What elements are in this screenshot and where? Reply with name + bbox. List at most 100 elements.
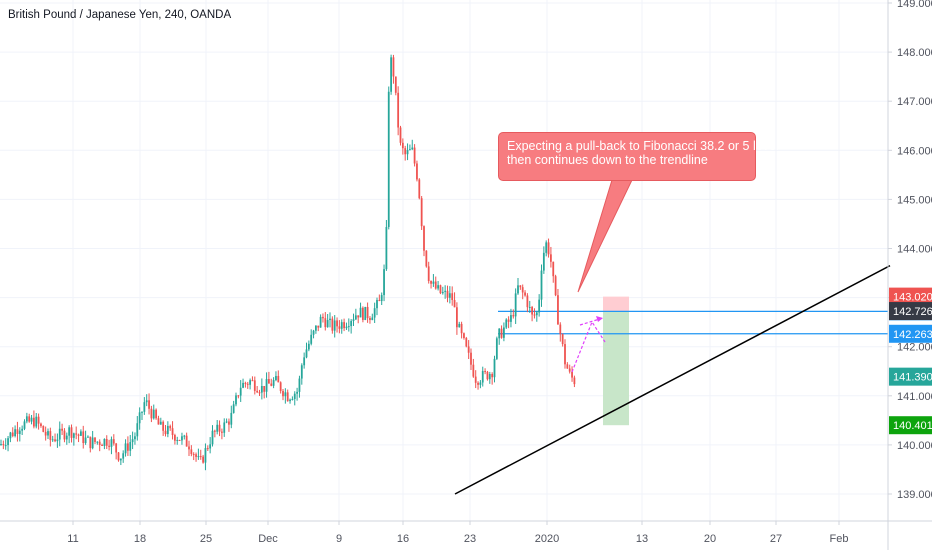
candle-down: [105, 438, 108, 446]
candle-up: [319, 316, 322, 328]
fib-levels: [498, 310, 888, 335]
candle-down: [246, 383, 249, 385]
arrow-head: [596, 316, 603, 322]
candle-down: [568, 368, 571, 372]
y-tick-label: 149.000: [897, 0, 932, 10]
candle-up: [211, 430, 214, 445]
y-tick-label: 147.000: [897, 96, 932, 108]
candle-up: [329, 318, 331, 321]
candle-up: [298, 378, 301, 392]
candle-up: [68, 427, 71, 436]
candle-down: [286, 392, 289, 402]
candle-down: [369, 318, 371, 321]
candle-up: [448, 293, 451, 298]
candle-down: [524, 292, 526, 296]
candle-down: [486, 371, 489, 380]
candle-up: [96, 441, 99, 443]
candle-down: [33, 417, 35, 427]
candle-up: [545, 242, 548, 253]
price-tag-label: 142.263: [893, 329, 932, 341]
candle-down: [37, 416, 40, 424]
candle-down: [559, 324, 562, 335]
candle-down: [258, 392, 261, 394]
candle-up: [291, 398, 294, 400]
candle-up: [51, 439, 54, 441]
candle-down: [2, 444, 5, 446]
candle-up: [18, 430, 21, 434]
candle-down: [526, 295, 529, 308]
target-zone: [603, 311, 629, 426]
candle-up: [340, 322, 343, 329]
candle-up: [119, 458, 122, 461]
candle-down: [322, 316, 324, 319]
note-line-2: then continues down to the trendline: [507, 153, 708, 167]
candle-down: [336, 320, 338, 327]
candle-up: [364, 306, 367, 320]
candle-down: [70, 427, 73, 438]
candle-down: [61, 428, 63, 431]
candle-up: [134, 436, 136, 440]
candle-up: [30, 417, 33, 422]
candle-up: [505, 319, 508, 328]
candles: [0, 54, 576, 471]
y-tick-label: 145.000: [897, 194, 932, 206]
trendline: [454, 265, 891, 495]
candle-up: [129, 442, 132, 451]
candle-up: [542, 252, 545, 271]
candle-down: [89, 436, 92, 449]
candle-down: [190, 449, 193, 455]
y-tick-label: 141.000: [897, 391, 932, 403]
candle-up: [152, 409, 155, 419]
price-tag-label: 141.390: [893, 372, 932, 384]
candle-down: [573, 377, 576, 385]
x-tick-label: 25: [200, 533, 212, 545]
candle-down: [155, 409, 157, 419]
candle-up: [7, 438, 9, 446]
candle-down: [401, 142, 404, 149]
candle-up: [495, 338, 498, 359]
candle-down: [174, 435, 176, 441]
position-zones: [603, 296, 629, 426]
candle-up: [204, 448, 207, 463]
candle-down: [557, 295, 559, 325]
candle-up: [289, 399, 291, 402]
candle-up: [380, 295, 383, 302]
price-tag-label: 142.726: [893, 306, 932, 318]
symbol-title: British Pound / Japanese Yen, 240, OANDA: [8, 9, 232, 21]
candle-down: [463, 333, 465, 338]
candle-down: [399, 127, 402, 143]
candle-down: [434, 281, 437, 289]
candle-up: [345, 326, 348, 329]
candle-down: [263, 385, 266, 392]
x-tick-label: 23: [464, 533, 476, 545]
note-pointer: [577, 179, 633, 293]
candle-up: [383, 269, 385, 296]
candle-up: [441, 291, 444, 294]
projection-path: [571, 320, 606, 373]
candle-up: [503, 327, 505, 338]
candle-down: [185, 435, 188, 447]
y-tick-label: 140.000: [897, 440, 932, 452]
candle-down: [439, 285, 442, 294]
candle-up: [35, 416, 38, 427]
candle-down: [192, 454, 195, 456]
candle-down: [112, 439, 115, 444]
annotation-note[interactable]: Expecting a pull-back to Fibonacci 38.2 …: [498, 132, 779, 181]
candle-down: [42, 426, 45, 432]
candle-up: [481, 371, 484, 383]
candle-down: [82, 431, 85, 444]
candle-down: [397, 92, 400, 128]
candle-down: [279, 382, 282, 391]
candle-down: [394, 76, 397, 93]
candle-up: [350, 320, 353, 327]
candle-down: [467, 346, 470, 353]
candle-down: [420, 198, 423, 227]
candle-up: [110, 439, 113, 447]
candle-down: [547, 242, 550, 255]
candle-down: [188, 446, 190, 450]
candle-up: [47, 431, 49, 436]
candle-down: [256, 390, 259, 393]
candle-up: [293, 393, 296, 399]
